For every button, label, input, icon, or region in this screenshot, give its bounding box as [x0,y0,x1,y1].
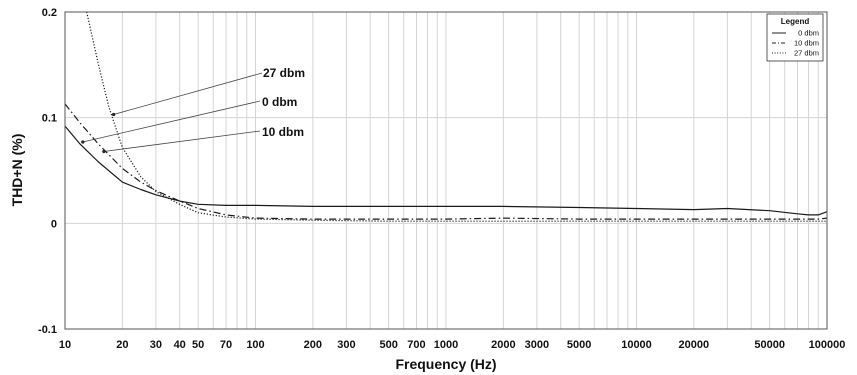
annotation-leader [82,100,261,143]
x-tick-label: 500 [379,339,397,351]
x-tick-label: 30 [150,339,162,351]
x-tick-label: 50 [192,339,204,351]
legend-label-1: 10 dbm [794,39,819,48]
legend-label-2: 27 dbm [794,49,819,58]
annotations: 27 dbm 0 dbm 10 dbm [81,66,305,154]
legend-label-0: 0 dbm [798,29,819,38]
annotation-arrowhead [112,112,116,117]
x-tick-label: 70 [220,339,232,351]
series-line-0 [64,125,828,216]
x-tick-label: 20 [116,339,128,351]
x-tick-label: 3000 [525,339,549,351]
x-tick-label: 1000 [434,339,458,351]
x-tick-label: 10000 [621,339,652,351]
x-tick-label: 100000 [809,339,846,351]
x-tick-label: 2000 [491,339,515,351]
x-axis-title: Frequency (Hz) [395,356,496,372]
plot-frame [64,11,828,330]
annotation-arrowhead [81,140,85,144]
tick-labels: 10 20 30 40 50 70 100 200 300 500 700 1000 2000 3000 5… [38,7,845,351]
series-line-1 [64,103,828,220]
x-tick-label: 200 [304,339,322,351]
annotation-leader [103,130,261,152]
y-axis-title: THD+N (%) [9,134,25,207]
x-tick-label: 5000 [567,339,591,351]
x-tick-label: 700 [407,339,425,351]
legend: Legend 0 dbm 10 dbm 27 dbm [766,13,824,62]
x-tick-label: 300 [337,339,355,351]
x-tick-label: 10 [59,339,71,351]
series-lines [64,11,828,222]
x-tick-label: 50000 [754,339,785,351]
annotation-arrowhead [102,149,106,154]
annotation-label: 10 dbm [262,125,304,139]
y-tick-label: 0.1 [42,113,57,125]
y-tick-label: 0 [51,218,57,230]
y-tick-label: 0.2 [42,7,57,19]
x-tick-label: 100 [246,339,264,351]
legend-title: Legend [781,17,810,26]
legend-box [766,13,824,62]
x-tick-label: 40 [174,339,186,351]
annotation-leader [113,72,263,115]
annotation-label: 27 dbm [263,66,305,80]
annotation-label: 0 dbm [262,95,297,109]
x-tick-label: 20000 [679,339,710,351]
y-tick-label: -0.1 [38,324,57,336]
